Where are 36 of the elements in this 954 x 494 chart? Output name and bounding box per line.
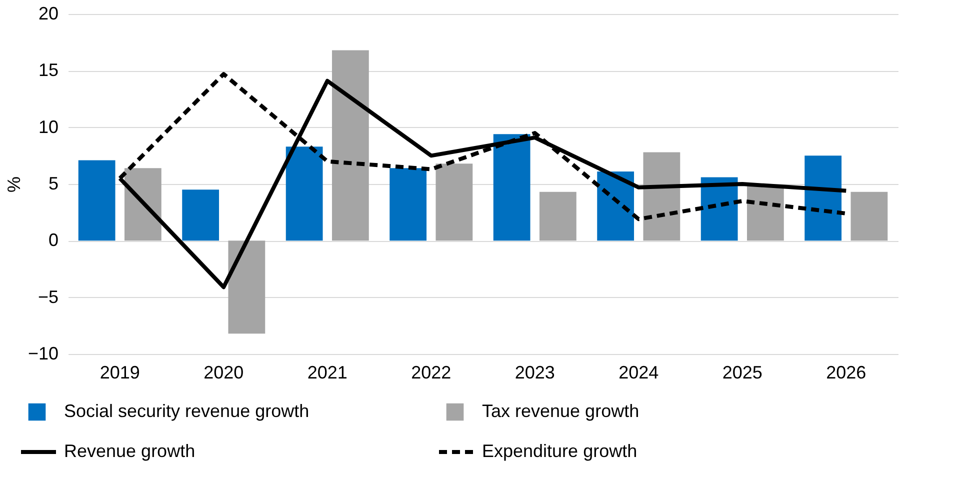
x-tick-label: 2024 <box>618 362 659 382</box>
bar <box>228 240 266 334</box>
bar <box>124 168 162 241</box>
x-tick-label: 2020 <box>204 362 244 382</box>
bar <box>700 177 738 241</box>
bar <box>746 186 784 241</box>
legend-label: Tax revenue growth <box>482 401 640 421</box>
bar <box>539 192 576 241</box>
y-tick-label: 15 <box>38 60 58 80</box>
bar <box>597 172 634 241</box>
bar <box>332 50 369 241</box>
y-tick-label: 10 <box>38 116 58 137</box>
y-axis-title: % <box>4 176 24 193</box>
y-tick-label: 5 <box>48 174 58 194</box>
legend-label: Expenditure growth <box>482 441 638 461</box>
legend-label: Revenue growth <box>64 441 196 461</box>
bar <box>78 160 116 241</box>
y-tick-label: 20 <box>38 4 58 24</box>
y-tick-label: 0 <box>48 230 58 250</box>
legend-label: Social security revenue growth <box>64 401 310 421</box>
bar <box>436 164 473 241</box>
bar <box>286 146 323 241</box>
x-tick-label: 2026 <box>826 362 866 382</box>
x-tick-label: 2023 <box>514 362 555 382</box>
bar <box>850 192 888 241</box>
bar <box>643 152 680 241</box>
bar <box>182 190 220 241</box>
x-tick-label: 2022 <box>411 362 452 382</box>
x-tick-label: 2021 <box>307 362 348 382</box>
y-tick-label: −5 <box>38 286 58 307</box>
x-tick-label: 2019 <box>100 362 140 382</box>
bar <box>390 168 427 241</box>
x-tick-label: 2025 <box>722 362 762 382</box>
bar <box>804 156 842 241</box>
y-tick-label: −10 <box>28 344 58 364</box>
bar <box>493 134 530 241</box>
